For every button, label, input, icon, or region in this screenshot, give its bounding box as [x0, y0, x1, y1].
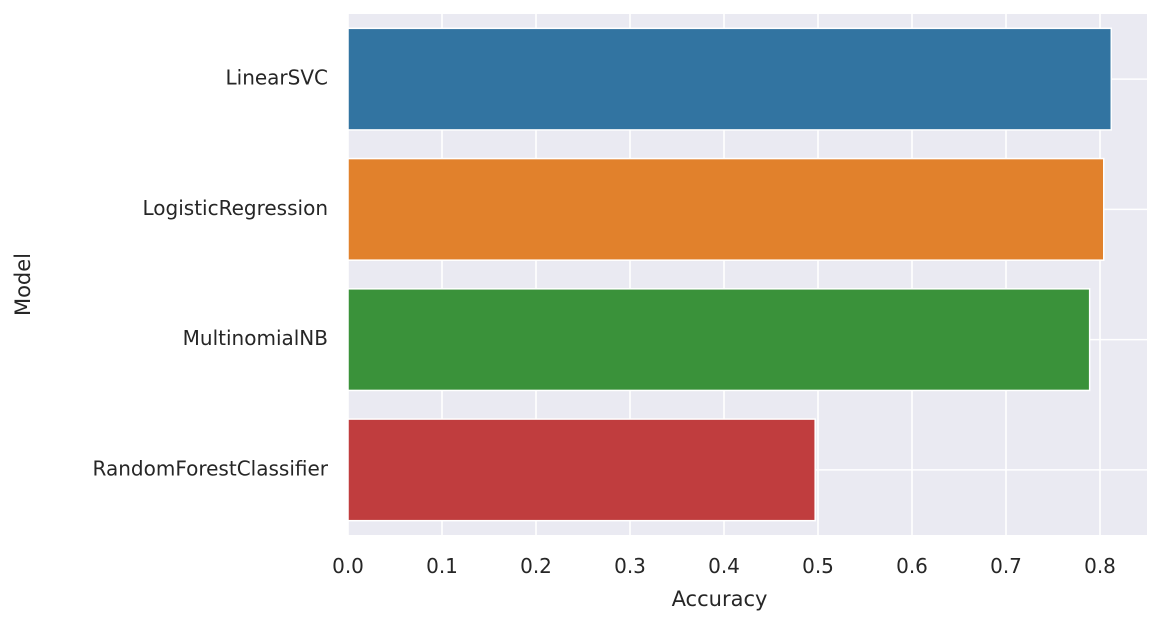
y-tick-label-0: LinearSVC	[226, 66, 329, 90]
x-tick-label-5: 0.5	[802, 554, 834, 578]
bars	[347, 27, 1113, 522]
x-tick-label-7: 0.7	[990, 554, 1022, 578]
y-tick-label-2: MultinomialNB	[183, 326, 328, 350]
y-tick-label-3: RandomForestClassifier	[93, 456, 329, 480]
x-tick-label-8: 0.8	[1084, 554, 1116, 578]
y-axis-label: Model	[11, 253, 35, 316]
bar-RandomForestClassifier	[347, 418, 816, 522]
x-tick-label-3: 0.3	[614, 554, 646, 578]
y-ticks: LinearSVC LogisticRegression MultinomialNB…	[93, 66, 329, 481]
x-tick-label-0: 0.0	[332, 554, 364, 578]
x-tick-label-4: 0.4	[708, 554, 740, 578]
x-tick-label-1: 0.1	[426, 554, 458, 578]
bar-MultinomialNB	[347, 288, 1091, 392]
x-ticks: 0.0 0.1 0.2 0.3 0.4 0.5 0.6 0.7 0.8	[332, 554, 1116, 578]
bar-LinearSVC	[347, 27, 1113, 131]
x-tick-label-2: 0.2	[520, 554, 552, 578]
x-tick-label-6: 0.6	[896, 554, 928, 578]
bar-LogisticRegression	[347, 157, 1105, 261]
y-tick-label-1: LogisticRegression	[143, 196, 329, 220]
x-axis-label: Accuracy	[672, 587, 768, 611]
